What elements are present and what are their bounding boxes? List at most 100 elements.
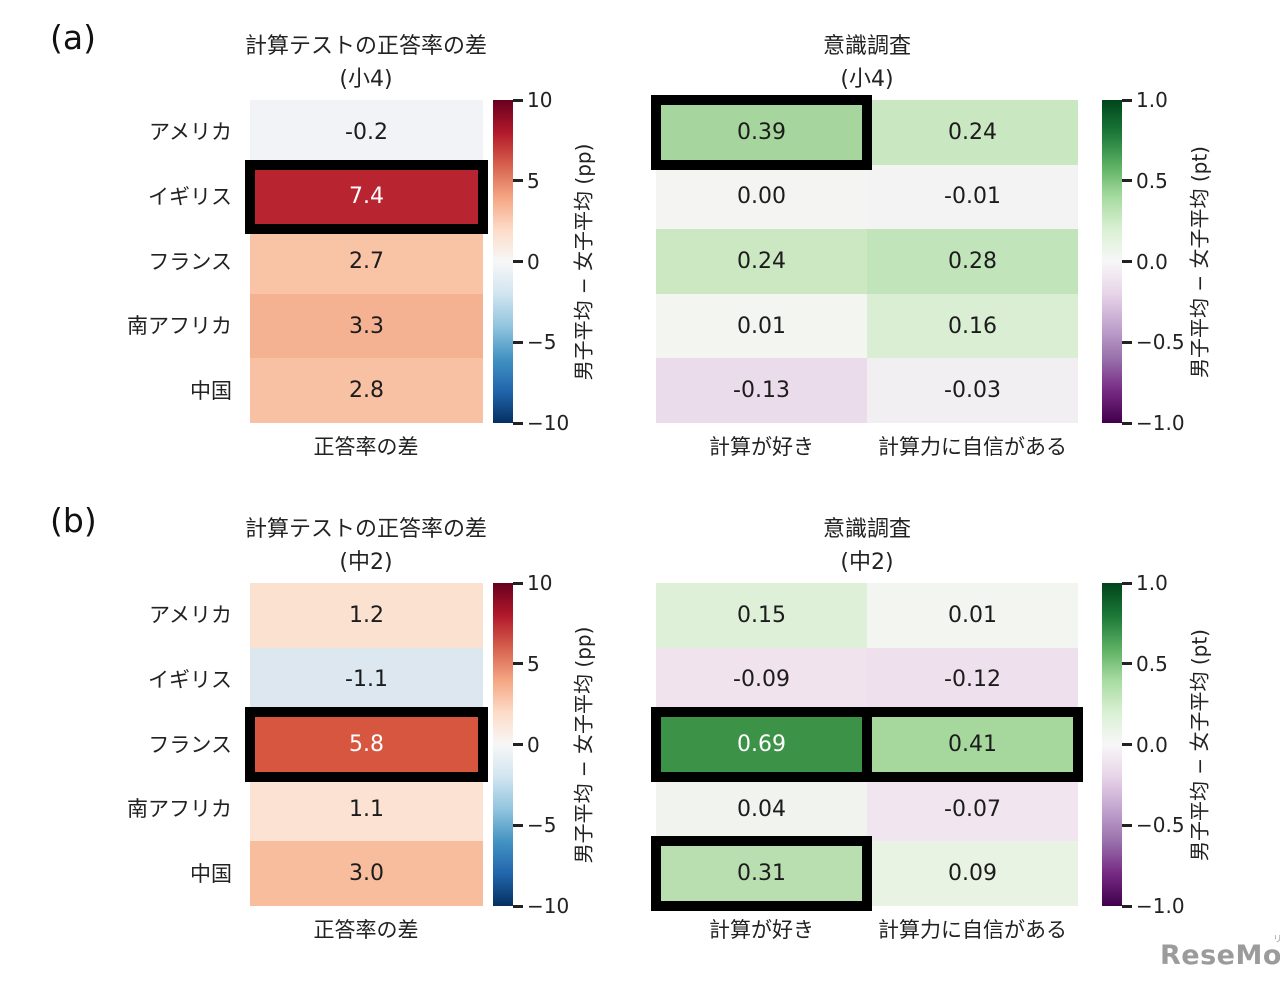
- colorbar-tick: [513, 743, 523, 746]
- row-label-china: 中国: [190, 378, 232, 403]
- highlight-box-france-confidence: [862, 707, 1083, 782]
- panel-b-survey-xlabel-likes: 計算が好き: [709, 918, 814, 942]
- panel-b-survey-xlabel-confidence: 計算力に自信がある: [878, 918, 1067, 942]
- heatmap-cell: 0.16: [867, 293, 1078, 359]
- panel-a: (a) 計算テストの正答率の差 (小4) 意識調査 (小4) アメリカ イギリス…: [0, 0, 1280, 483]
- heatmap-cell: 0.00: [656, 164, 867, 230]
- highlight-box-usa-likes: [651, 95, 872, 170]
- heatmap-cell: 0.15: [656, 583, 867, 648]
- heatmap-cell: -0.2: [250, 100, 483, 165]
- colorbar-tick-label: 1.0: [1136, 571, 1168, 595]
- colorbar-tick: [513, 98, 523, 102]
- heatmap-cell: 0.39: [656, 100, 867, 165]
- heatmap-cell: 1.1: [250, 776, 483, 842]
- heatmap-cell: 0.24: [656, 229, 867, 294]
- heatmap-cell: 0.41: [867, 712, 1078, 777]
- colorbar-pt-label: 男子平均 − 女子平均 (pt): [1187, 628, 1211, 861]
- panel-a-marker: (a): [50, 18, 96, 57]
- colorbar-tick: [1122, 179, 1132, 183]
- colorbar-tick-label: −10: [527, 411, 570, 435]
- panel-a-survey-xlabel-confidence: 計算力に自信がある: [878, 435, 1067, 459]
- heatmap-cell: 3.3: [250, 293, 483, 359]
- row-label-south-africa: 南アフリカ: [127, 314, 232, 339]
- panel-a-test-xlabel: 正答率の差: [313, 435, 419, 459]
- row-label-uk: イギリス: [148, 184, 232, 209]
- row-label-china: 中国: [190, 861, 232, 886]
- heatmap-cell: 0.31: [656, 841, 867, 906]
- row-label-usa: アメリカ: [149, 603, 232, 628]
- colorbar-tick-label: −0.5: [1136, 330, 1185, 355]
- panel-b-test-xlabel: 正答率の差: [313, 918, 419, 942]
- highlight-box-uk-test: [245, 159, 488, 235]
- heatmap-cell: 0.24: [867, 100, 1078, 165]
- colorbar-pp: 10 5 0 −5 −10: [493, 88, 569, 435]
- colorbar-tick: [513, 904, 523, 908]
- panel-b-survey-title: 意識調査 (中2): [717, 513, 1017, 579]
- colorbar-tick-label: −1.0: [1136, 894, 1185, 918]
- heatmap-cell: 0.09: [867, 841, 1078, 906]
- heatmap-survey-a: 0.39 0.24 0.00 -0.01 0.24 0.28 0.01 0.16…: [656, 100, 1078, 423]
- heatmap-cell: 0.04: [656, 776, 867, 842]
- colorbar-tick-label: 1.0: [1136, 88, 1168, 112]
- colorbar-tick: [1122, 98, 1132, 102]
- colorbar-tick-label: −5: [527, 330, 557, 355]
- colorbar-tick-label: 10: [527, 571, 553, 595]
- colorbar-tick-label: 0.5: [1136, 651, 1168, 676]
- colorbar-tick: [513, 662, 523, 666]
- colorbar-pp-label: 男子平均 − 女子平均 (pp): [571, 626, 595, 863]
- colorbar-tick: [1122, 904, 1132, 908]
- panel-b-survey-grade: (中2): [840, 550, 894, 575]
- colorbar-pp: 10 5 0 −5 −10: [493, 571, 569, 918]
- colorbar-pt-label: 男子平均 − 女子平均 (pt): [1187, 145, 1211, 378]
- colorbar-tick: [513, 581, 523, 585]
- heatmap-cell: -0.07: [867, 776, 1078, 842]
- panel-a-survey-xlabel-likes: 計算が好き: [709, 435, 814, 459]
- colorbar-tick: [1122, 662, 1132, 666]
- panel-b-test-title-line: 計算テストの正答率の差: [244, 517, 487, 542]
- resemom-logo-ruby: リセマム: [1273, 935, 1280, 945]
- colorbar-tick: [1122, 743, 1132, 746]
- heatmap-cell: 5.8: [250, 712, 483, 777]
- colorbar-tick: [513, 340, 523, 344]
- heatmap-cell: 0.01: [656, 293, 867, 359]
- colorbar-tick-label: −1.0: [1136, 411, 1185, 435]
- row-label-france: フランス: [148, 249, 232, 274]
- colorbar-tick-label: 10: [527, 88, 553, 112]
- colorbar-pp-label: 男子平均 − 女子平均 (pp): [571, 143, 595, 380]
- panel-b: (b) 計算テストの正答率の差 (中2) 意識調査 (中2) アメリカ イギリス…: [0, 483, 1280, 966]
- panel-a-survey-grade: (小4): [840, 67, 894, 92]
- colorbar-tick-label: 5: [527, 651, 540, 676]
- resemom-logo: リセマム ReseMom.: [1160, 935, 1280, 971]
- colorbar-tick: [513, 421, 523, 425]
- heatmap-cell: 0.28: [867, 229, 1078, 294]
- colorbar-tick-label: −10: [527, 894, 570, 918]
- heatmap-cell: -0.01: [867, 164, 1078, 230]
- colorbar-tick: [513, 823, 523, 827]
- row-label-usa: アメリカ: [149, 120, 232, 145]
- heatmap-survey-b: 0.15 0.01 -0.09 -0.12 0.69 0.41 0.04 -0.…: [656, 583, 1078, 906]
- heatmap-cell: -0.09: [656, 647, 867, 713]
- heatmap-cell: 7.4: [250, 164, 483, 230]
- colorbar-tick: [1122, 421, 1132, 425]
- resemom-logo-text: ReseMom.: [1160, 940, 1280, 971]
- heatmap-cell: 0.69: [656, 712, 867, 777]
- row-label-uk: イギリス: [148, 667, 232, 692]
- panel-b-survey-title-line: 意識調査: [822, 517, 911, 542]
- colorbar-tick-label: 5: [527, 168, 540, 193]
- highlight-box-france-likes: [651, 707, 872, 782]
- panel-b-test-title: 計算テストの正答率の差 (中2): [216, 513, 516, 579]
- panel-b-test-grade: (中2): [339, 550, 393, 575]
- heatmap-cell: -1.1: [250, 647, 483, 713]
- panel-a-survey-title: 意識調査 (小4): [717, 30, 1017, 96]
- panel-a-survey-title-line: 意識調査: [822, 34, 911, 59]
- heatmap-cell: 2.7: [250, 229, 483, 294]
- colorbar-tick: [513, 260, 523, 263]
- row-label-france: フランス: [148, 732, 232, 757]
- colorbar-pt: 1.0 0.5 0.0 −0.5 −1.0: [1102, 88, 1185, 435]
- colorbar-tick: [513, 179, 523, 183]
- colorbar-tick: [1122, 260, 1132, 263]
- heatmap-cell: 0.01: [867, 583, 1078, 648]
- highlight-box-france-test: [245, 707, 488, 782]
- heatmap-test-a: -0.2 7.4 2.7 3.3 2.8: [250, 100, 483, 423]
